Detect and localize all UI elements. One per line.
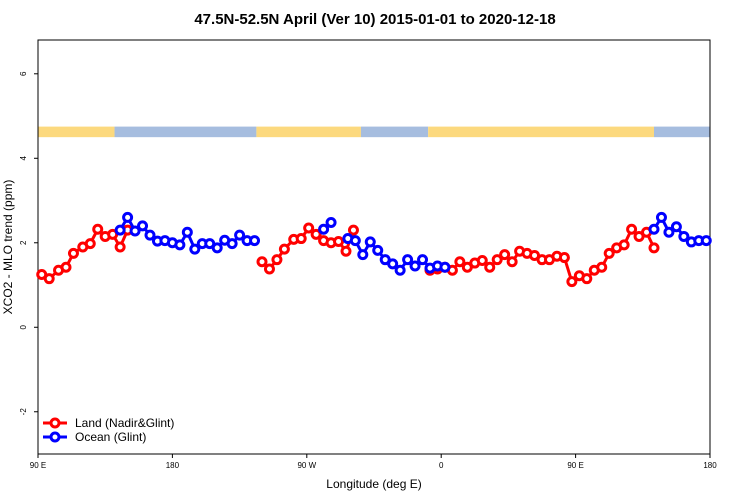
x-tick-label: 90 E <box>30 461 46 470</box>
land-point <box>618 239 630 251</box>
ocean-point <box>357 249 369 261</box>
landmask-band <box>38 126 710 138</box>
ocean-point <box>129 225 141 237</box>
ocean-point <box>655 211 667 223</box>
land-point <box>67 247 79 259</box>
land-point <box>310 228 322 240</box>
land-point <box>256 256 268 268</box>
band-segment-land <box>38 126 115 138</box>
ocean-point <box>144 229 156 241</box>
ocean-point <box>249 235 261 247</box>
y-tick-label: 0 <box>19 324 28 329</box>
ocean-point <box>394 264 406 276</box>
land-point <box>278 243 290 255</box>
land-point <box>506 256 518 268</box>
y-axis-label: XCO2 - MLO trend (ppm) <box>1 180 15 315</box>
y-tick-label: 4 <box>19 156 28 161</box>
x-tick-label: 0 <box>439 461 444 470</box>
ocean-point <box>174 239 186 251</box>
ocean-point <box>700 235 712 247</box>
land-point <box>60 261 72 273</box>
land-point <box>603 247 615 259</box>
series-layer <box>36 211 712 288</box>
land-point <box>263 263 275 275</box>
ocean-point <box>189 243 201 255</box>
land-point <box>84 238 96 250</box>
band-segment-ocean <box>114 126 257 138</box>
land-point <box>581 273 593 285</box>
land-point <box>648 242 660 254</box>
ocean-point <box>409 260 421 272</box>
chart-title: 47.5N-52.5N April (Ver 10) 2015-01-01 to… <box>194 11 555 28</box>
land-point <box>295 233 307 245</box>
legend: Land (Nadir&Glint)Ocean (Glint) <box>43 416 174 444</box>
land-point <box>626 223 638 235</box>
land-point <box>271 254 283 266</box>
ocean-point <box>372 244 384 256</box>
y-tick-label: 6 <box>19 71 28 76</box>
land-point <box>476 255 488 267</box>
band-segment-ocean <box>360 126 429 138</box>
legend-label: Land (Nadir&Glint) <box>75 416 174 430</box>
y-tick-label: 2 <box>19 240 28 245</box>
ocean-point <box>122 211 134 223</box>
y-tick-label: -2 <box>19 408 28 416</box>
x-axis: 90 E 180 90 W 0 90 E 180 <box>30 454 717 470</box>
band-segment-land <box>256 126 361 138</box>
legend-marker <box>49 417 61 429</box>
land-point <box>558 252 570 264</box>
ocean-point <box>234 229 246 241</box>
plot-frame <box>37 39 711 455</box>
ocean-point <box>417 254 429 266</box>
x-tick-label: 90 E <box>567 461 583 470</box>
ocean-point <box>439 261 451 273</box>
band-segment-ocean <box>654 126 710 138</box>
ocean-point <box>349 235 361 247</box>
ocean-point <box>114 224 126 236</box>
land-point <box>566 276 578 288</box>
land-point <box>499 249 511 261</box>
x-tick-label: 90 W <box>297 461 316 470</box>
ocean-point <box>226 238 238 250</box>
land-point <box>43 273 55 285</box>
legend-marker <box>49 431 61 443</box>
ocean-point <box>325 216 337 228</box>
y-axis: -2 0 2 4 6 <box>19 71 38 415</box>
land-point <box>491 254 503 266</box>
ocean-point <box>402 254 414 266</box>
ocean-point <box>137 220 149 232</box>
land-point <box>303 222 315 234</box>
ocean-point <box>364 236 376 248</box>
x-axis-label: Longitude (deg E) <box>326 477 421 491</box>
ocean-point <box>648 223 660 235</box>
ocean-point <box>663 226 675 238</box>
legend-label: Ocean (Glint) <box>75 430 146 444</box>
land-point <box>484 261 496 273</box>
land-point <box>340 245 352 257</box>
x-tick-label: 180 <box>166 461 180 470</box>
land-point <box>114 241 126 253</box>
ocean-point <box>211 242 223 254</box>
ocean-point <box>181 226 193 238</box>
ocean-point <box>670 221 682 233</box>
land-point <box>596 261 608 273</box>
land-point <box>333 236 345 248</box>
land-point <box>347 224 359 236</box>
ocean-point <box>678 230 690 242</box>
ocean-point <box>387 258 399 270</box>
band-segment-land <box>428 126 654 138</box>
land-point <box>92 223 104 235</box>
ocean-point <box>318 223 330 235</box>
land-point <box>454 256 466 268</box>
x-tick-label: 180 <box>703 461 717 470</box>
